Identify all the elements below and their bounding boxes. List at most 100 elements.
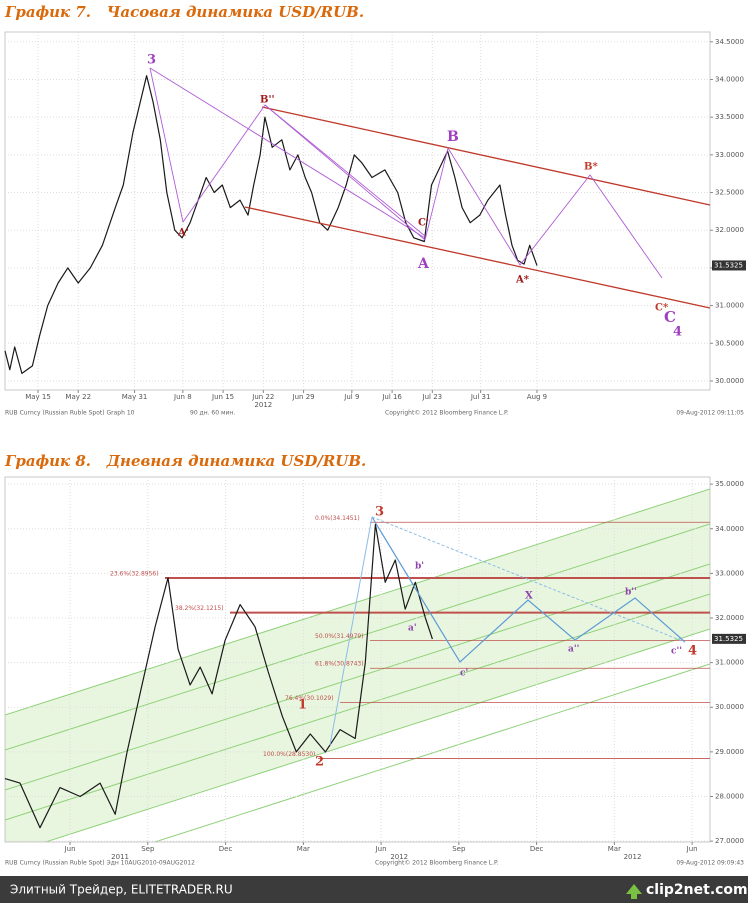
plot-frame [4, 31, 711, 391]
x-tick-label: Dec [530, 845, 544, 853]
annotation: b' [415, 562, 424, 572]
fib-label: 23.6%(32.8956) [110, 571, 159, 578]
y-tick-label: 33.5000 [715, 113, 744, 121]
y-tick-label: 31.0000 [715, 302, 744, 310]
y-tick-label: 29.0000 [715, 748, 744, 756]
annotation: b'' [625, 588, 637, 598]
fib-label: 76.4%(30.1029) [285, 695, 334, 702]
wave-overlay [329, 516, 686, 746]
annotation: 3 [147, 53, 156, 68]
year-label: 2012 [390, 853, 408, 861]
annotation: B* [584, 162, 598, 173]
plot-frame [4, 476, 711, 843]
fib-label: 100.0%(28.8530) [263, 751, 315, 758]
annotation: a'' [568, 645, 579, 655]
y-tick-label: 34.5000 [715, 38, 744, 46]
annotation: C' [418, 218, 429, 229]
last-price-label: 31.5325 [714, 635, 743, 643]
footnote: 90 дн. 60 мин. [190, 410, 235, 417]
y-tick-label: 30.0000 [715, 703, 744, 711]
annotation: 4 [688, 644, 697, 659]
wave-overlay [149, 67, 711, 309]
x-tick-label: May 31 [122, 393, 148, 401]
y-tick-label: 30.0000 [715, 377, 744, 385]
x-tick-label: Jul 31 [470, 393, 491, 401]
last-price-box [712, 260, 746, 271]
last-price-box [712, 633, 746, 644]
annotation: c' [460, 669, 468, 679]
fib-label: 61.8%(30.8743) [315, 661, 364, 668]
x-tick-label: Jun 29 [292, 393, 315, 401]
footnote: RUB Curncy (Russian Ruble Spot) Graph 10 [5, 410, 135, 417]
axes: 30.000030.500031.000031.500032.000032.50… [25, 38, 746, 861]
chart-title: График 7. Часовая динамика USD/RUB. [4, 3, 364, 21]
logo-icon [626, 884, 642, 899]
y-tick-label: 35.0000 [715, 480, 744, 488]
x-tick-label: Aug 9 [527, 393, 547, 401]
annotation: 2 [315, 755, 324, 770]
footnote: RUB Curncy (Russian Ruble Spot) Эдн 10AU… [5, 860, 195, 867]
fib-label: 38.2%(32.1215) [175, 605, 224, 612]
chart-1 [4, 31, 711, 391]
year-label: 2011 [111, 853, 129, 861]
x-tick-label: Jul 16 [381, 393, 402, 401]
annotation: 1 [298, 698, 307, 713]
y-tick-label: 28.0000 [715, 792, 744, 800]
annotation: X [525, 591, 533, 602]
chart-2 [4, 476, 711, 843]
fib-label: 50.0%(31.4979) [315, 633, 364, 640]
annotation: B [447, 129, 459, 145]
y-tick-label: 32.5000 [715, 189, 744, 197]
annotation: 3 [375, 505, 384, 520]
footer-source: Элитный Трейдер, ELITETRADER.RU [10, 883, 233, 897]
x-tick-label: Sep [452, 845, 466, 853]
logo: clip2net.com [646, 882, 748, 898]
year-label: 2012 [254, 401, 272, 409]
y-tick-label: 27.0000 [715, 837, 744, 845]
annotation: C [664, 308, 676, 326]
footnote: 09-Aug-2012 09:11:05 [676, 410, 744, 417]
x-tick-label: Jul 23 [422, 393, 443, 401]
y-tick-label: 34.0000 [715, 75, 744, 83]
annotation: c'' [671, 647, 682, 657]
y-tick-label: 30.5000 [715, 339, 744, 347]
last-price-label: 31.5325 [714, 261, 743, 269]
x-tick-label: Dec [219, 845, 233, 853]
y-tick-label: 33.0000 [715, 151, 744, 159]
annotation: A* [515, 275, 530, 286]
annotation: A [417, 256, 430, 272]
x-tick-label: Jun [375, 845, 387, 853]
fib-label: 0.0%(34.1451) [315, 515, 360, 522]
y-tick-label: 31.0000 [715, 659, 744, 667]
footnote: 09-Aug-2012 09:09:43 [676, 860, 744, 867]
year-label: 2012 [624, 853, 642, 861]
annotation: B'' [260, 95, 275, 106]
x-tick-label: Sep [141, 845, 155, 853]
x-tick-label: Jun 8 [173, 393, 192, 401]
wave-labels: 3 B'' B B* A' C' A A* C* C 4 [147, 53, 682, 340]
footer-bar [0, 876, 748, 903]
annotation: C* [655, 303, 669, 314]
x-tick-label: Jun [686, 845, 698, 853]
x-tick-label: Jun 15 [211, 393, 234, 401]
x-tick-label: Jun 22 [251, 393, 274, 401]
x-tick-label: May 15 [25, 393, 51, 401]
x-tick-label: Mar [608, 845, 621, 853]
x-tick-label: Mar [297, 845, 310, 853]
footnote: Copyright© 2012 Bloomberg Finance L.P. [375, 860, 499, 867]
price-line [4, 523, 433, 829]
annotation: A' [177, 228, 189, 239]
x-tick-label: May 22 [65, 393, 91, 401]
wave-labels: 3 1 2 b' a' c' X a'' b'' c'' 4 [298, 505, 697, 770]
y-tick-label: 32.0000 [715, 614, 744, 622]
footnote: Copyright© 2012 Bloomberg Finance L.P. [385, 410, 509, 417]
annotation: a' [408, 624, 417, 634]
x-tick-label: Jun [64, 845, 76, 853]
y-tick-label: 32.0000 [715, 226, 744, 234]
y-tick-label: 33.0000 [715, 569, 744, 577]
annotation: 4 [673, 325, 682, 340]
x-tick-label: Jul 9 [343, 393, 359, 401]
chart-title: График 8. Дневная динамика USD/RUB. [4, 452, 366, 470]
price-line [4, 75, 538, 374]
